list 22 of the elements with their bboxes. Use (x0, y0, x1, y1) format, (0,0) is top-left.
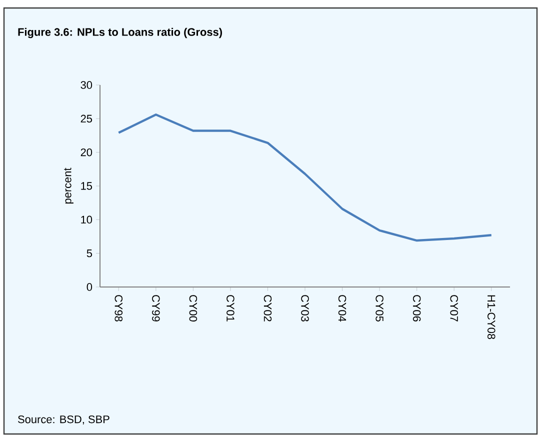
y-tick-label: 15 (81, 182, 92, 190)
x-tick-label: CY02 (264, 295, 272, 322)
line-series (118, 114, 492, 242)
source-note: Source: BSD, SBP (18, 415, 110, 425)
chart-title: Figure 3.6: NPLs to Loans ratio (Gross) (18, 28, 222, 38)
y-axis-title: percent (64, 168, 74, 204)
y-tick-label: 25 (80, 114, 92, 123)
y-tick-label: 30 (80, 81, 92, 89)
y-tick-label: 5 (86, 250, 92, 258)
y-tick-label: 20 (80, 148, 92, 156)
y-tick-label: 0 (86, 283, 92, 291)
x-tick-label: CY04 (338, 295, 346, 322)
x-tick-label: CY00 (189, 295, 198, 322)
x-tick-label: CY07 (450, 295, 458, 322)
x-tick-label: CY01 (226, 295, 234, 322)
x-tick-label: CY06 (412, 295, 421, 322)
x-tick-label: CY98 (114, 295, 123, 322)
y-tick-label: 10 (81, 216, 92, 224)
x-tick-label: CY03 (301, 295, 309, 322)
x-tick-label: CY05 (376, 295, 384, 322)
x-tick-label: H1-CY08 (487, 295, 496, 340)
x-tick-label: CY99 (152, 295, 160, 322)
